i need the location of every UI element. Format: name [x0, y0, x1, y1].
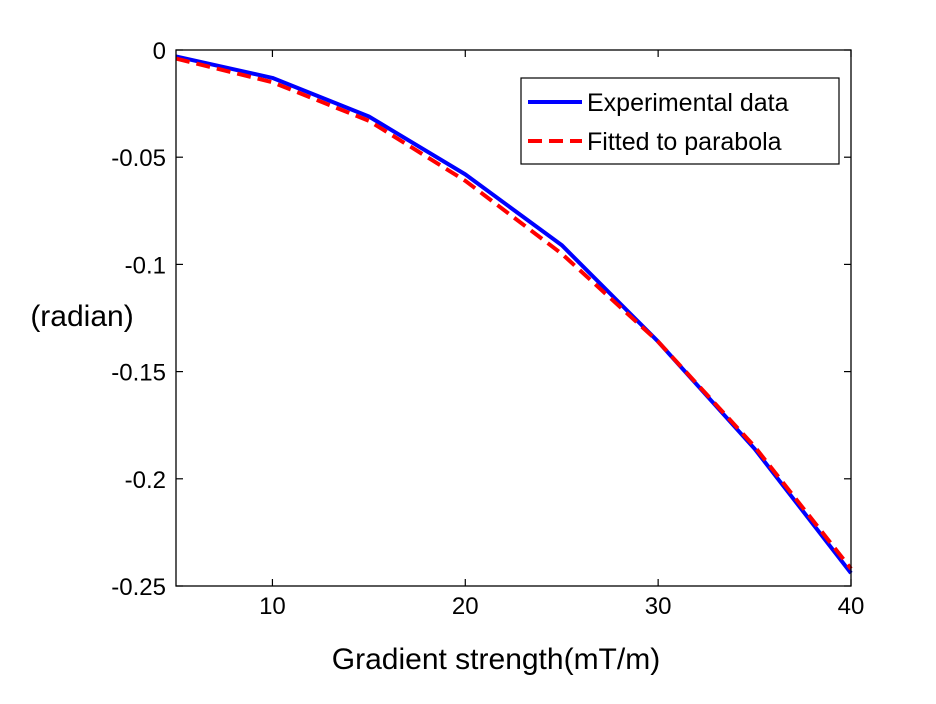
x-tick-label: 10	[259, 593, 286, 620]
y-tick-label: -0.15	[111, 360, 166, 387]
y-tick-label: -0.2	[125, 467, 166, 494]
y-tick-label: 0	[153, 38, 166, 65]
y-tick-label: -0.05	[111, 145, 166, 172]
series-layer	[175, 54, 853, 575]
x-tick-label: 40	[838, 593, 865, 620]
legend: Experimental data Fitted to parabola	[520, 77, 840, 165]
x-axis-label: Gradient strength(mT/m)	[332, 643, 660, 676]
legend-label: Experimental data	[587, 89, 789, 117]
legend-box	[520, 77, 840, 165]
series-line-fitted	[175, 56, 853, 571]
y-tick-label: -0.1	[125, 252, 166, 279]
plot-area-frame	[175, 49, 852, 587]
y-tick-label: -0.25	[111, 574, 166, 601]
x-tick-label: 20	[452, 593, 479, 620]
y-axis-label: (radian)	[30, 300, 133, 333]
legend-label: Fitted to parabola	[587, 128, 782, 156]
ticks-layer: 10 20 30 40 0 -0.05 -0.1 -0.15 -0.2 -0.25	[111, 38, 864, 620]
series-line-experimental	[175, 54, 853, 575]
x-tick-label: 30	[645, 593, 672, 620]
